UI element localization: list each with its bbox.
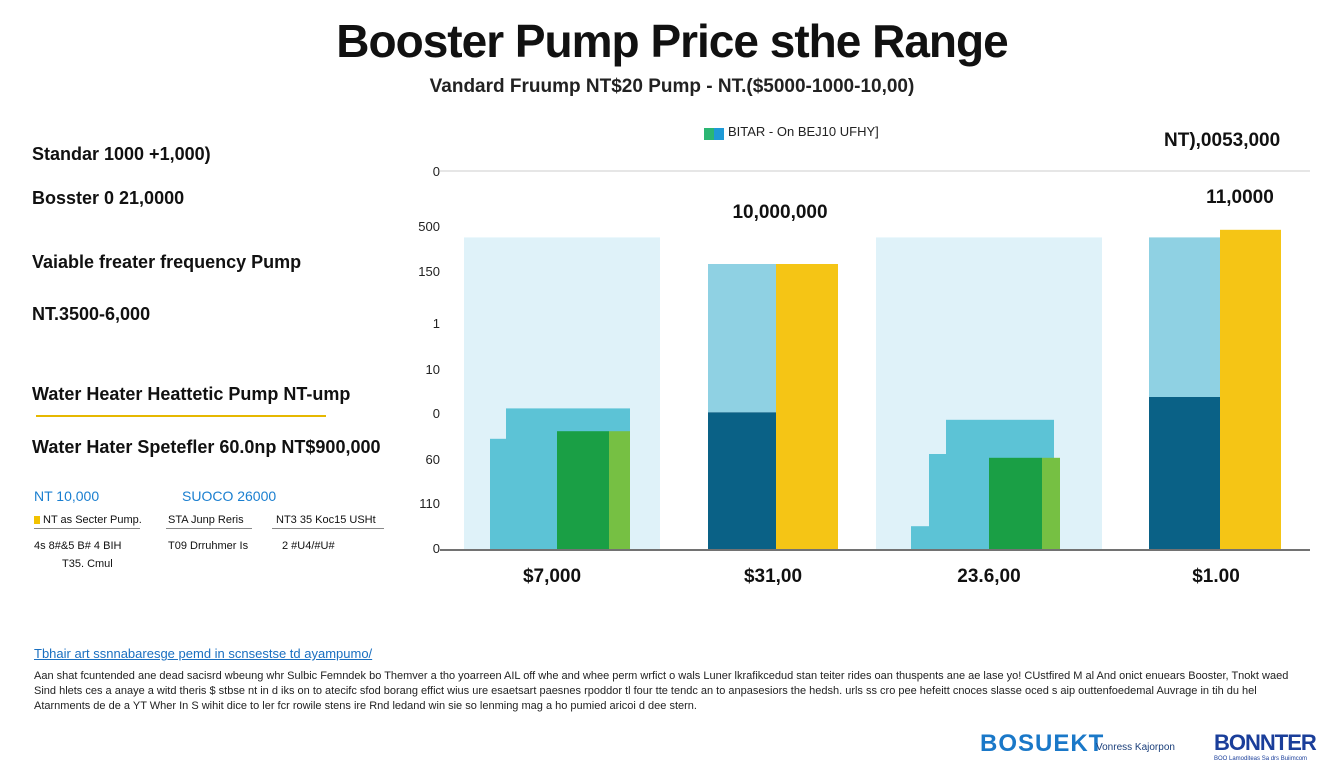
mini-table-cell: STA Junp Reris (168, 514, 244, 526)
left-label-heat-pump: Water Heater Heattetic Pump NT-ump (32, 384, 351, 404)
bar-stack-navy (708, 412, 776, 549)
y-tick-label: 110 (419, 496, 440, 511)
brand-logo-left-sub: Vonress Kajorpon (1096, 742, 1175, 753)
x-tick-label: $7,000 (523, 566, 581, 587)
bar-lime (609, 431, 630, 549)
accent-underline (36, 415, 326, 417)
chart-title: Booster Pump Price sthe Range (336, 15, 1008, 67)
bar-green (989, 457, 1042, 549)
bar-green (557, 431, 609, 549)
data-label-group-2: 10,000,000 (732, 202, 827, 223)
mini-table-header-2: SUOCO 26000 (182, 488, 277, 504)
mini-table-rule (166, 528, 252, 529)
bar-stack-light-teal (1149, 237, 1220, 397)
bar-lime (1042, 457, 1060, 549)
y-tick-label: 1 (432, 316, 440, 331)
data-label-group-4: 11,0000 (1206, 187, 1274, 208)
y-tick-label: 0 (432, 541, 440, 556)
y-tick-label: 0 (432, 164, 440, 179)
mini-table-cell: 2 #U4/#U# (282, 540, 335, 552)
y-tick-label: 0 (432, 406, 440, 421)
mini-table-rule (272, 528, 384, 529)
mini-table-cell: T35. Cmul (62, 558, 113, 570)
mini-table-header-1: NT 10,000 (34, 488, 100, 504)
left-label-booster: Bosster 0 21,0000 (32, 188, 185, 208)
y-tick-label: 10 (425, 362, 440, 377)
brand-logo-right-sub: BOO Lamoditeas Sa drs Buiimcom (1214, 756, 1308, 762)
top-right-value: NT),0053,000 (1164, 130, 1281, 151)
left-label-standard: Standar 1000 +1,000) (32, 144, 211, 164)
mini-table-cell: NT3 35 Koc15 USHt (276, 514, 376, 526)
mini-table-cell: T09 Drruhmer Is (168, 540, 249, 552)
y-tick-label: 500 (418, 219, 440, 234)
legend-label: BITAR - On BEJ10 UFHY] (728, 124, 879, 139)
bar-chart: 10,000,000 11,0000 $7,000 $31,00 23.6,00 $1.0… (440, 170, 1310, 587)
bar-yellow (776, 264, 838, 549)
mini-swatch (34, 516, 40, 525)
chart-subtitle: Vandard Fruump NT$20 Pump - NT.($5000-10… (429, 76, 915, 97)
mini-table-cell: NT as Secter Pump. (34, 514, 142, 526)
y-tick-label: 150 (418, 264, 440, 279)
mini-table-cell-text: NT as Secter Pump. (43, 514, 142, 526)
brand-logo-right: BONNTER (1214, 730, 1317, 755)
bar-stack-light-teal (708, 264, 776, 413)
footer-text-line: Atarnments de de a YT Wher In S wihit di… (34, 700, 697, 712)
footer-text-line: Sind hlets ces a anaye a witd theris $ s… (34, 685, 1257, 697)
bar-yellow (1220, 229, 1281, 550)
left-label-price-range: NT.3500-6,000 (32, 304, 151, 324)
mini-table-cell: 4s 8#&5 B# 4 BIH (34, 540, 122, 552)
y-tick-label: 60 (425, 452, 440, 467)
left-label-variable: Vaiable freater frequency Pump (32, 252, 302, 272)
x-tick-label: 23.6,00 (957, 566, 1020, 587)
x-tick-label: $31,00 (744, 566, 802, 587)
legend-swatch-blue (714, 128, 724, 140)
bar-stack-navy (1149, 397, 1220, 549)
mini-table-rule (34, 528, 140, 529)
legend-swatch-green (704, 128, 714, 140)
x-tick-label: $1.00 (1192, 566, 1240, 587)
footer-text-line: Aan shat fcuntended ane dead sacisrd wbe… (34, 670, 1289, 682)
brand-logo-left: BOSUEKT (980, 730, 1105, 757)
left-label-water-heater: Water Hater Spetefler 60.0np NT$900,000 (32, 437, 381, 457)
footer-heading-link[interactable]: Tbhair art ssnnabaresge pemd in scnsests… (34, 646, 373, 661)
